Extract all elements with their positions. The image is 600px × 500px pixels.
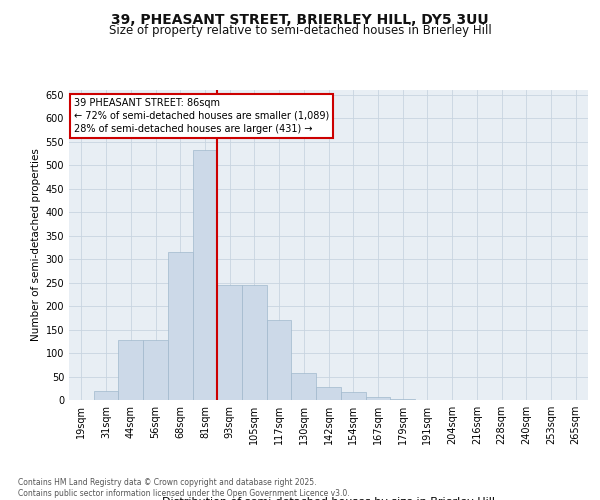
Bar [217, 285, 242, 400]
Bar [341, 392, 365, 400]
Bar [143, 340, 168, 400]
Bar [316, 388, 341, 400]
Bar [118, 340, 143, 400]
Y-axis label: Number of semi-detached properties: Number of semi-detached properties [31, 148, 41, 342]
Text: Contains HM Land Registry data © Crown copyright and database right 2025.
Contai: Contains HM Land Registry data © Crown c… [18, 478, 350, 498]
Bar [193, 150, 217, 400]
Bar [365, 396, 390, 400]
X-axis label: Distribution of semi-detached houses by size in Brierley Hill: Distribution of semi-detached houses by … [162, 497, 495, 500]
Bar [390, 399, 415, 400]
Bar [267, 320, 292, 400]
Text: 39, PHEASANT STREET, BRIERLEY HILL, DY5 3UU: 39, PHEASANT STREET, BRIERLEY HILL, DY5 … [111, 12, 489, 26]
Text: Size of property relative to semi-detached houses in Brierley Hill: Size of property relative to semi-detach… [109, 24, 491, 37]
Bar [168, 252, 193, 400]
Bar [242, 285, 267, 400]
Text: 39 PHEASANT STREET: 86sqm
← 72% of semi-detached houses are smaller (1,089)
28% : 39 PHEASANT STREET: 86sqm ← 72% of semi-… [74, 98, 329, 134]
Bar [292, 373, 316, 400]
Bar [94, 390, 118, 400]
